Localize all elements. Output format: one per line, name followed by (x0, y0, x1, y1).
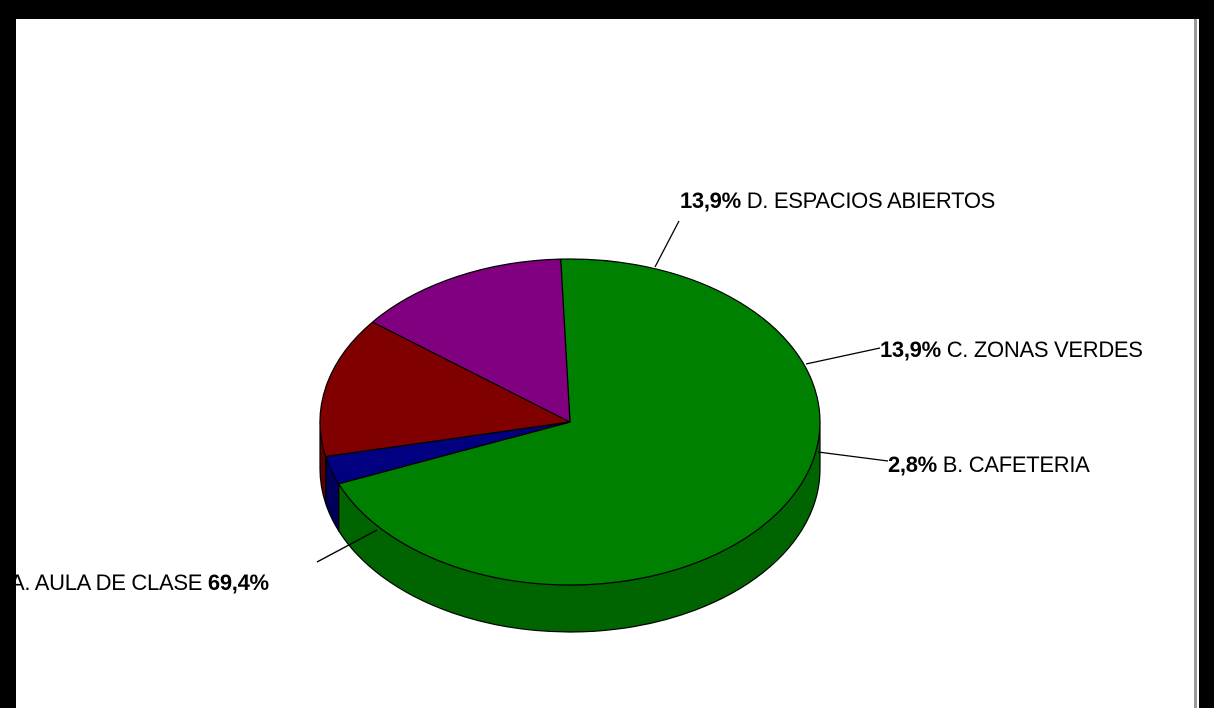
pie-slice-a (338, 258, 821, 586)
pie-slice-c (319, 321, 571, 458)
frame-border-right (1199, 0, 1214, 708)
data-label-pct-b: 2,8% (888, 452, 937, 477)
data-label-text-d: D. ESPACIOS ABIERTOS (741, 188, 995, 213)
frame-border-left (0, 0, 16, 708)
data-label-pct-d: 13,9% (680, 188, 741, 213)
leader-lines (316, 220, 889, 563)
data-label-pct-c: 13,9% (880, 337, 941, 362)
pie-slice-d (371, 258, 571, 423)
leader-line-c (805, 347, 881, 365)
data-label-pct-a: 69,4% (208, 570, 269, 595)
data-label-c: 13,9% C. ZONAS VERDES (880, 337, 1143, 362)
leader-line-b (817, 451, 889, 462)
leader-line-d (654, 220, 680, 268)
pie-top (319, 258, 821, 586)
data-label-b: 2,8% B. CAFETERIA (888, 452, 1090, 477)
data-label-text-a: A. AULA DE CLASE (10, 570, 208, 595)
frame-border-right-inner (1194, 19, 1197, 708)
data-label-text-c: C. ZONAS VERDES (941, 337, 1143, 362)
data-label-d: 13,9% D. ESPACIOS ABIERTOS (680, 188, 995, 213)
data-label-a: A. AULA DE CLASE 69,4% (10, 570, 269, 595)
frame-border-top (0, 0, 1214, 19)
leader-line-a (316, 529, 378, 563)
data-label-text-b: B. CAFETERIA (937, 452, 1090, 477)
